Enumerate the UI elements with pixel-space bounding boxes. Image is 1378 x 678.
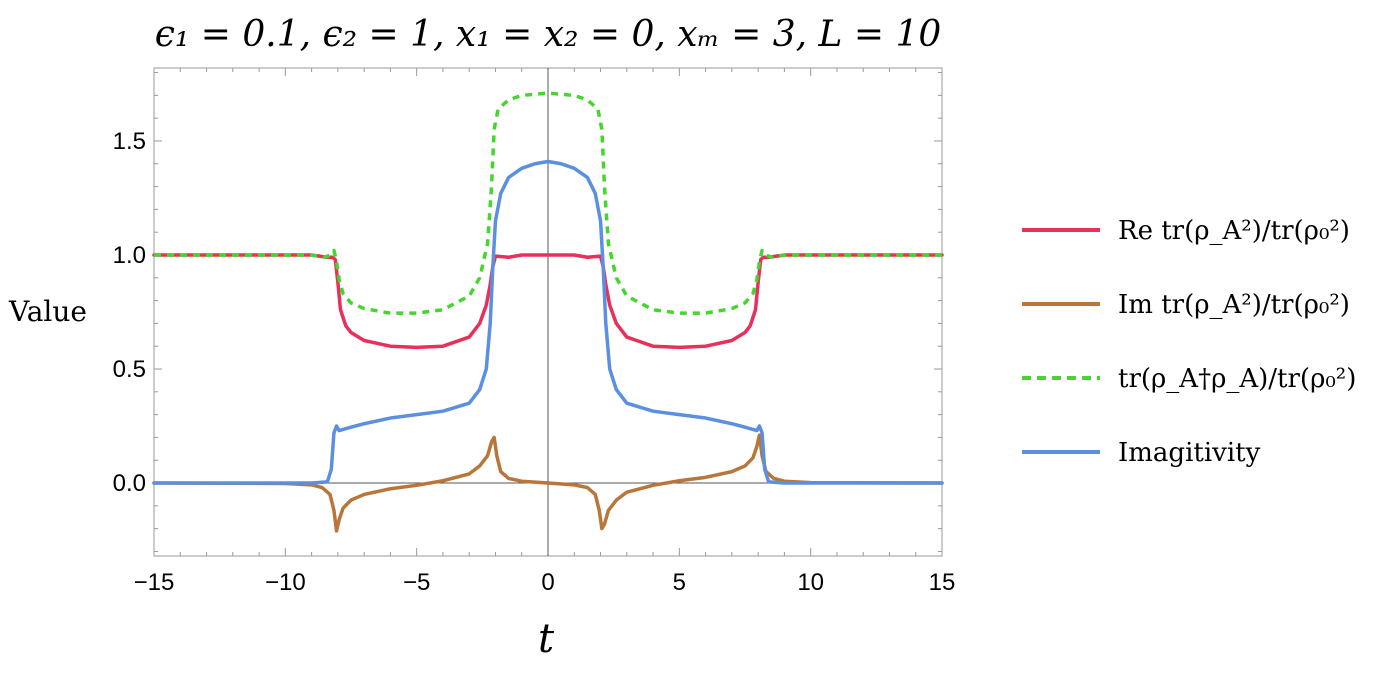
series-line-4 [152,159,944,485]
x-tick-label: 5 [673,569,686,596]
y-tick-label: 1.0 [113,242,146,269]
x-axis-label: t [538,616,555,662]
y-axis-label: Value [8,295,87,328]
x-axis-ticks: −15 −10 −5 0 5 10 15 [134,569,956,596]
y-tick-label: 0.5 [113,356,146,383]
x-tick-label: −10 [265,569,306,596]
y-tick-label: 0.0 [113,470,146,497]
legend-label-1: Re tr(ρ_A²)/tr(ρ₀²) [1118,216,1350,246]
x-tick-label: −15 [134,569,175,596]
legend-label-4: Imagitivity [1118,438,1261,468]
series-line-1 [152,253,944,350]
series-lines [152,91,944,533]
x-tick-label: 10 [797,569,824,596]
legend-label-3: tr(ρ_A†ρ_A)/tr(ρ₀²) [1118,364,1356,394]
y-axis-ticks: 0.0 0.5 1.0 1.5 [113,128,146,497]
minor-ticks [153,68,943,556]
legend: Re tr(ρ_A²)/tr(ρ₀²) Im tr(ρ_A²)/tr(ρ₀²)tr… [1022,216,1356,468]
x-tick-label: 15 [929,569,956,596]
series-line-2 [152,433,944,533]
chart-title: ϵ₁ = 0.1, ϵ₂ = 1, x₁ = x₂ = 0, xₘ = 3, L… [155,14,942,55]
legend-label-2: Im tr(ρ_A²)/tr(ρ₀²) [1118,290,1350,320]
series-line-3 [154,91,942,315]
x-tick-label: −5 [403,569,430,596]
x-tick-label: 0 [541,569,554,596]
y-tick-label: 1.5 [113,128,146,155]
